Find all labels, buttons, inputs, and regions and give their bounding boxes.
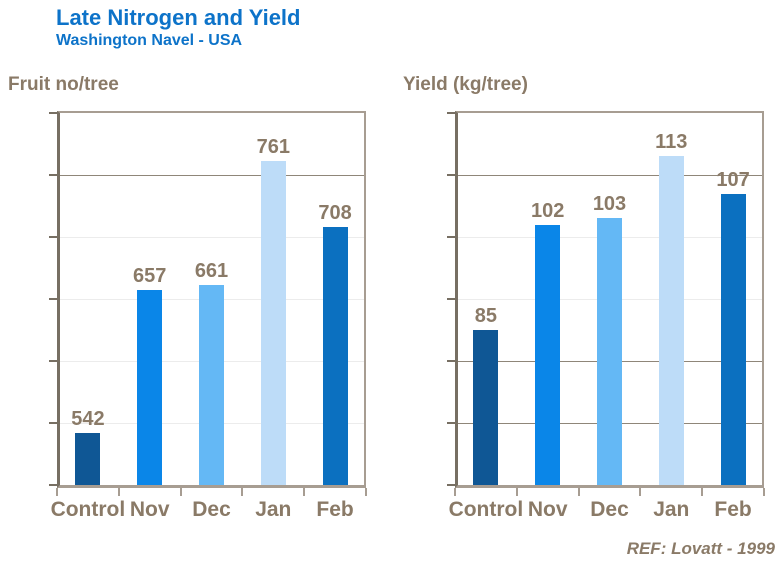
bar-nov bbox=[137, 290, 163, 485]
y-axis-tick bbox=[447, 484, 455, 486]
y-axis-tick bbox=[49, 298, 57, 300]
yield-chart-axis-title: Yield (kg/tree) bbox=[403, 74, 528, 95]
bar-jan bbox=[260, 161, 286, 485]
y-axis-tick bbox=[49, 360, 57, 362]
fruit-chart-axis-title: Fruit no/tree bbox=[8, 74, 119, 95]
bar-dec bbox=[597, 218, 622, 485]
bar-value-label: 85 bbox=[474, 305, 498, 327]
x-axis-category-label: Dec bbox=[590, 498, 629, 521]
x-axis-category-label: Dec bbox=[192, 498, 231, 521]
x-axis-category-label: Jan bbox=[653, 498, 690, 521]
x-axis-tick bbox=[577, 488, 580, 496]
x-axis-tick bbox=[56, 488, 58, 496]
bar-feb bbox=[720, 193, 746, 485]
bar-feb bbox=[322, 227, 348, 485]
x-axis-category-label: Nov bbox=[527, 498, 568, 521]
y-axis-tick bbox=[49, 236, 57, 238]
ref-citation: REF: Lovatt - 1999 bbox=[626, 539, 775, 558]
y-axis-tick bbox=[447, 112, 455, 114]
bar-value-label: 708 bbox=[318, 202, 352, 225]
x-axis-tick bbox=[701, 488, 704, 496]
x-axis-category-label: Jan bbox=[255, 498, 292, 521]
y-axis-tick bbox=[447, 236, 455, 238]
x-axis-tick bbox=[179, 488, 182, 496]
x-axis-tick bbox=[763, 488, 765, 496]
y-axis-tick bbox=[49, 112, 57, 114]
bar-control bbox=[473, 330, 499, 485]
y-axis-tick bbox=[447, 422, 455, 424]
bar-value-label: 657 bbox=[133, 265, 167, 288]
gridline bbox=[60, 237, 364, 238]
x-axis-category-label: Feb bbox=[316, 498, 354, 521]
bar-value-label: 113 bbox=[655, 131, 688, 154]
bar-nov bbox=[535, 224, 561, 485]
x-axis-category-label: Control bbox=[448, 498, 524, 521]
x-axis-category-label: Control bbox=[50, 498, 126, 521]
bar-value-label: 107 bbox=[716, 168, 750, 191]
x-axis-tick bbox=[117, 488, 120, 496]
bar-control bbox=[75, 432, 101, 485]
x-axis-tick bbox=[365, 488, 367, 496]
bar-value-label: 761 bbox=[256, 136, 290, 159]
bar-value-label: 661 bbox=[194, 260, 229, 283]
x-axis-tick bbox=[515, 488, 518, 496]
x-axis-category-label: Feb bbox=[714, 498, 752, 521]
page-subtitle: Washington Navel - USA bbox=[56, 32, 243, 49]
y-axis-tick bbox=[49, 484, 57, 486]
bar-value-label: 542 bbox=[71, 407, 105, 430]
x-axis-tick bbox=[241, 488, 244, 496]
bar-jan bbox=[658, 156, 684, 485]
gridline bbox=[458, 175, 762, 176]
y-axis-tick bbox=[49, 174, 57, 176]
page-title: Late Nitrogen and Yield bbox=[56, 5, 301, 30]
bar-value-label: 102 bbox=[531, 199, 565, 222]
x-axis-tick bbox=[303, 488, 306, 496]
bar-value-label: 103 bbox=[592, 193, 627, 216]
x-axis-tick bbox=[454, 488, 456, 496]
bar-dec bbox=[199, 285, 224, 485]
y-axis-tick bbox=[447, 174, 455, 176]
y-axis-tick bbox=[49, 422, 57, 424]
y-axis-tick bbox=[447, 360, 455, 362]
x-axis-tick bbox=[639, 488, 642, 496]
x-axis-category-label: Nov bbox=[129, 498, 170, 521]
gridline bbox=[60, 175, 364, 176]
y-axis-tick bbox=[447, 298, 455, 300]
